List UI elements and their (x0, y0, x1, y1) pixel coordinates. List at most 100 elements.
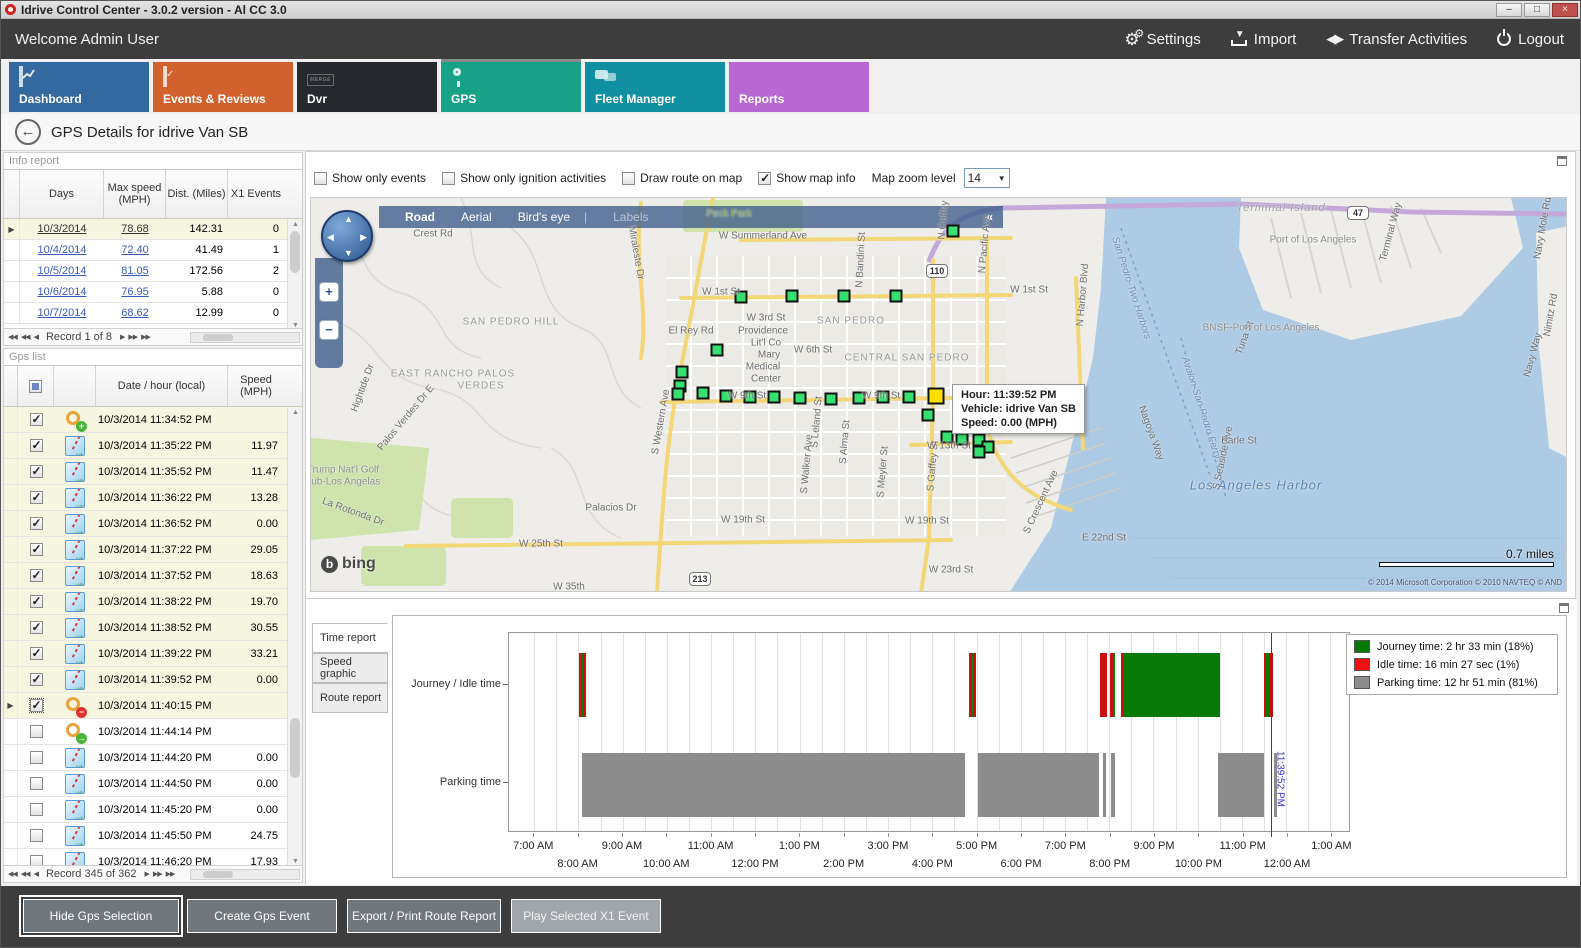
pager-next[interactable]: ▶ (144, 871, 149, 878)
row-checkbox[interactable] (29, 594, 43, 608)
row-checkbox[interactable] (29, 568, 43, 582)
maximize-button[interactable]: □ (1524, 3, 1550, 17)
pager-prev[interactable]: ◀ (33, 871, 39, 878)
gps-marker[interactable] (671, 387, 685, 401)
tab-dvr[interactable]: MERGE Dvr (297, 62, 437, 112)
gps-table-row[interactable]: → 10/3/2014 11:37:52 PM 18.63 (4, 563, 302, 589)
toolbar-option-draw-route-on-map[interactable]: Draw route on map (622, 171, 742, 185)
gps-marker[interactable] (696, 386, 710, 400)
gps-marker[interactable] (972, 445, 986, 459)
compass-arrow-w[interactable]: ◀ (327, 232, 334, 242)
gps-table-row[interactable]: → 10/3/2014 11:38:22 PM 19.70 (4, 589, 302, 615)
menu-item-logout[interactable]: Logout (1497, 27, 1564, 48)
collapse-bar-icon[interactable]: « (986, 210, 993, 224)
max-speed-link[interactable]: 81.05 (121, 265, 149, 277)
day-link[interactable]: 10/4/2014 (37, 244, 87, 256)
info-table-row[interactable]: 10/5/2014 81.05 172.56 2 (4, 261, 302, 282)
toolbar-option-show-only-events[interactable]: Show only events (314, 171, 426, 185)
gps-table-row[interactable]: +10/3/2014 11:34:52 PM (4, 407, 302, 433)
row-checkbox[interactable] (29, 438, 43, 452)
checkbox-cell[interactable] (18, 698, 54, 713)
pager-prev-page[interactable]: ◀◀ (20, 334, 31, 341)
gps-marker[interactable] (852, 391, 866, 405)
info-table-row[interactable]: ▶ 10/3/2014 78.68 142.31 0 (4, 219, 302, 240)
toolbar-checkbox[interactable] (442, 171, 456, 185)
tab-fleet-manager[interactable]: Fleet Manager (585, 62, 725, 112)
compass-arrow-s[interactable]: ▼ (344, 248, 353, 258)
tab-gps[interactable]: GPS (441, 62, 581, 112)
checkbox-cell[interactable] (18, 594, 54, 608)
gps-marker[interactable] (710, 343, 724, 357)
zoom-in-button[interactable]: + (319, 282, 339, 302)
gps-marker[interactable] (719, 389, 733, 403)
pager-hscrollbar[interactable] (190, 331, 300, 343)
view-mode-aerial[interactable]: Aerial (461, 210, 492, 224)
checkbox-cell[interactable] (18, 672, 54, 686)
gps-table-row[interactable]: → 10/3/2014 11:35:52 PM 11.47 (4, 459, 302, 485)
col-days[interactable]: Days (20, 170, 104, 218)
day-link[interactable]: 10/7/2014 (37, 307, 87, 319)
close-button[interactable]: × (1552, 3, 1578, 17)
tab-events-reviews[interactable]: Events & Reviews (153, 62, 293, 112)
gps-marker[interactable] (785, 289, 799, 303)
pager-hscrollbar[interactable] (190, 868, 300, 880)
menu-item-import[interactable]: ▼ Import (1230, 29, 1296, 48)
chart-panel-expand-icon[interactable] (1559, 603, 1569, 613)
row-checkbox[interactable] (28, 698, 44, 713)
map-panel-expand-icon[interactable] (1557, 156, 1567, 166)
checkbox-cell[interactable] (18, 490, 54, 504)
checkbox-cell[interactable] (18, 855, 54, 865)
compass-arrow-e[interactable]: ▶ (360, 232, 367, 242)
compass-arrow-n[interactable]: ▲ (344, 214, 353, 224)
export-print-route-report-button[interactable]: Export / Print Route Report (347, 899, 501, 933)
row-checkbox[interactable] (29, 829, 43, 842)
max-speed-link[interactable]: 68.62 (121, 307, 149, 319)
pager-last[interactable]: ▶▶ (165, 871, 176, 878)
info-table-row[interactable]: 10/6/2014 76.95 5.88 0 (4, 282, 302, 303)
row-checkbox[interactable] (29, 725, 43, 738)
zoom-out-button[interactable]: − (319, 320, 339, 340)
select-all-cell[interactable] (18, 366, 54, 406)
col-x1-events[interactable]: X1 Events (230, 188, 282, 200)
pager-next[interactable]: ▶ (120, 334, 125, 341)
gps-marker[interactable] (946, 224, 960, 238)
gps-marker[interactable] (734, 290, 748, 304)
row-checkbox[interactable] (29, 542, 43, 556)
toolbar-checkbox[interactable] (758, 171, 772, 185)
max-speed-link[interactable]: 78.68 (121, 223, 149, 235)
checkbox-cell[interactable] (18, 829, 54, 842)
pager-prev-page[interactable]: ◀◀ (20, 871, 31, 878)
tab-reports[interactable]: Reports (729, 62, 869, 112)
tab-route-report[interactable]: Route report (312, 683, 388, 713)
gps-table-row[interactable]: ▶ −10/3/2014 11:40:15 PM (4, 693, 302, 719)
col-speed[interactable]: Speed (MPH) (240, 374, 272, 398)
gps-marker[interactable] (675, 365, 689, 379)
col-datetime[interactable]: Date / hour (local) (96, 366, 228, 406)
gps-table-row[interactable]: → 10/3/2014 11:39:22 PM 33.21 (4, 641, 302, 667)
checkbox-cell[interactable] (18, 751, 54, 764)
max-speed-link[interactable]: 76.95 (121, 286, 149, 298)
toolbar-option-show-only-ignition-activities[interactable]: Show only ignition activities (442, 171, 606, 185)
row-checkbox[interactable] (29, 490, 43, 504)
tab-speed-graphic[interactable]: Speed graphic (312, 653, 388, 683)
row-checkbox[interactable] (29, 855, 43, 865)
info-table-row[interactable]: 10/4/2014 72.40 41.49 1 (4, 240, 302, 261)
checkbox-cell[interactable] (18, 516, 54, 530)
gps-marker[interactable] (824, 392, 838, 406)
day-link[interactable]: 10/5/2014 (37, 265, 87, 277)
row-checkbox[interactable] (29, 620, 43, 634)
col-distance[interactable]: Dist. (Miles) (166, 170, 228, 218)
select-all-checkbox[interactable] (29, 379, 42, 393)
tab-time-report[interactable]: Time report (312, 623, 388, 653)
tab-dashboard[interactable]: Dashboard (9, 62, 149, 112)
gps-marker[interactable] (876, 390, 890, 404)
gps-table-row[interactable]: → 10/3/2014 11:45:50 PM 24.75 (4, 823, 302, 849)
gps-marker[interactable] (793, 391, 807, 405)
max-speed-link[interactable]: 72.40 (121, 244, 149, 256)
menu-item-transfer-activities[interactable]: ◀▶ Transfer Activities (1326, 31, 1467, 48)
gps-table-row[interactable]: → 10/3/2014 11:44:20 PM 0.00 (4, 745, 302, 771)
row-checkbox[interactable] (29, 516, 43, 530)
toolbar-option-show-map-info[interactable]: Show map info (758, 171, 856, 185)
minimize-button[interactable]: – (1496, 3, 1522, 17)
row-checkbox[interactable] (29, 464, 43, 478)
